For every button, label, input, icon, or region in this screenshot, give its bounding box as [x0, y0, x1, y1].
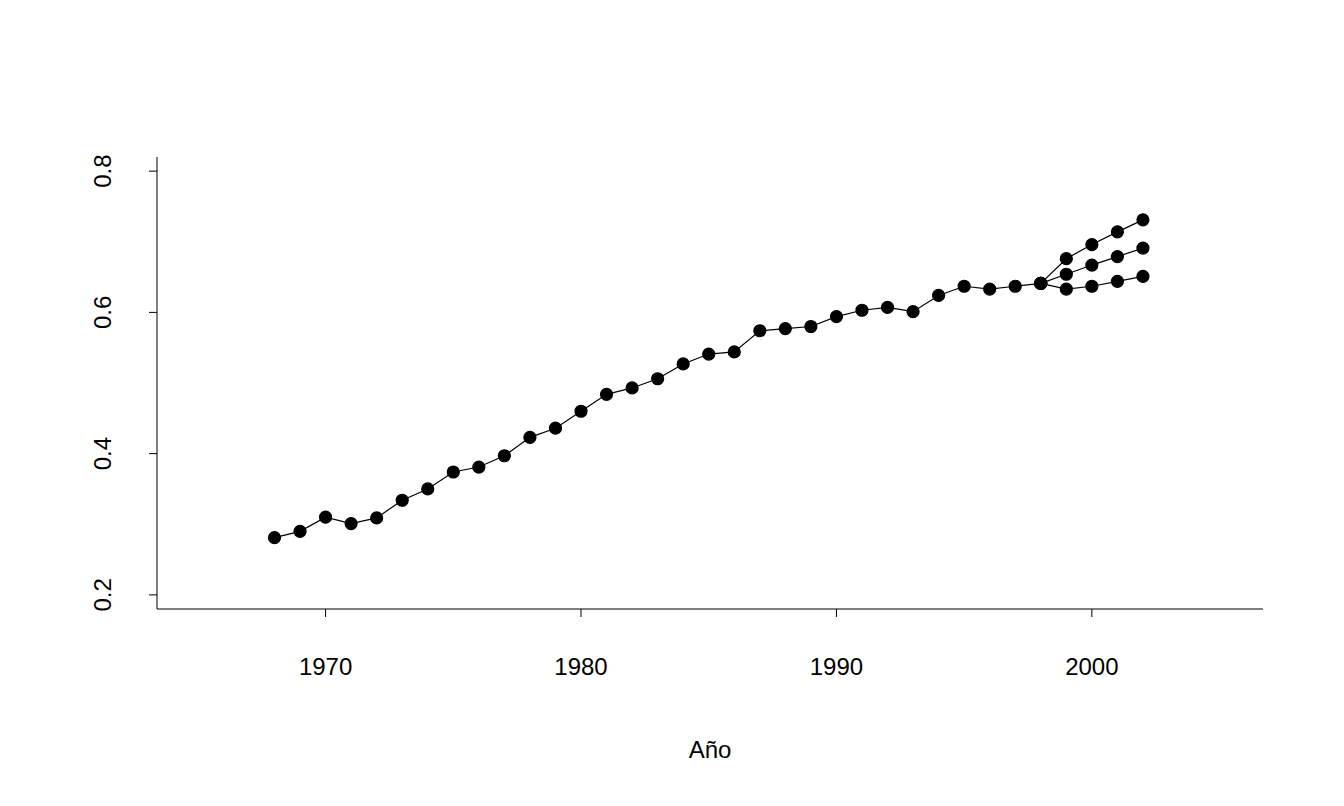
svg-text:0.8: 0.8 [89, 154, 116, 187]
svg-text:1970: 1970 [299, 653, 352, 680]
svg-text:0.4: 0.4 [89, 437, 116, 470]
svg-text:1980: 1980 [554, 653, 607, 680]
svg-text:0.2: 0.2 [89, 578, 116, 611]
svg-text:1990: 1990 [810, 653, 863, 680]
svg-text:Año: Año [689, 736, 732, 763]
svg-text:2000: 2000 [1065, 653, 1118, 680]
svg-text:0.6: 0.6 [89, 296, 116, 329]
